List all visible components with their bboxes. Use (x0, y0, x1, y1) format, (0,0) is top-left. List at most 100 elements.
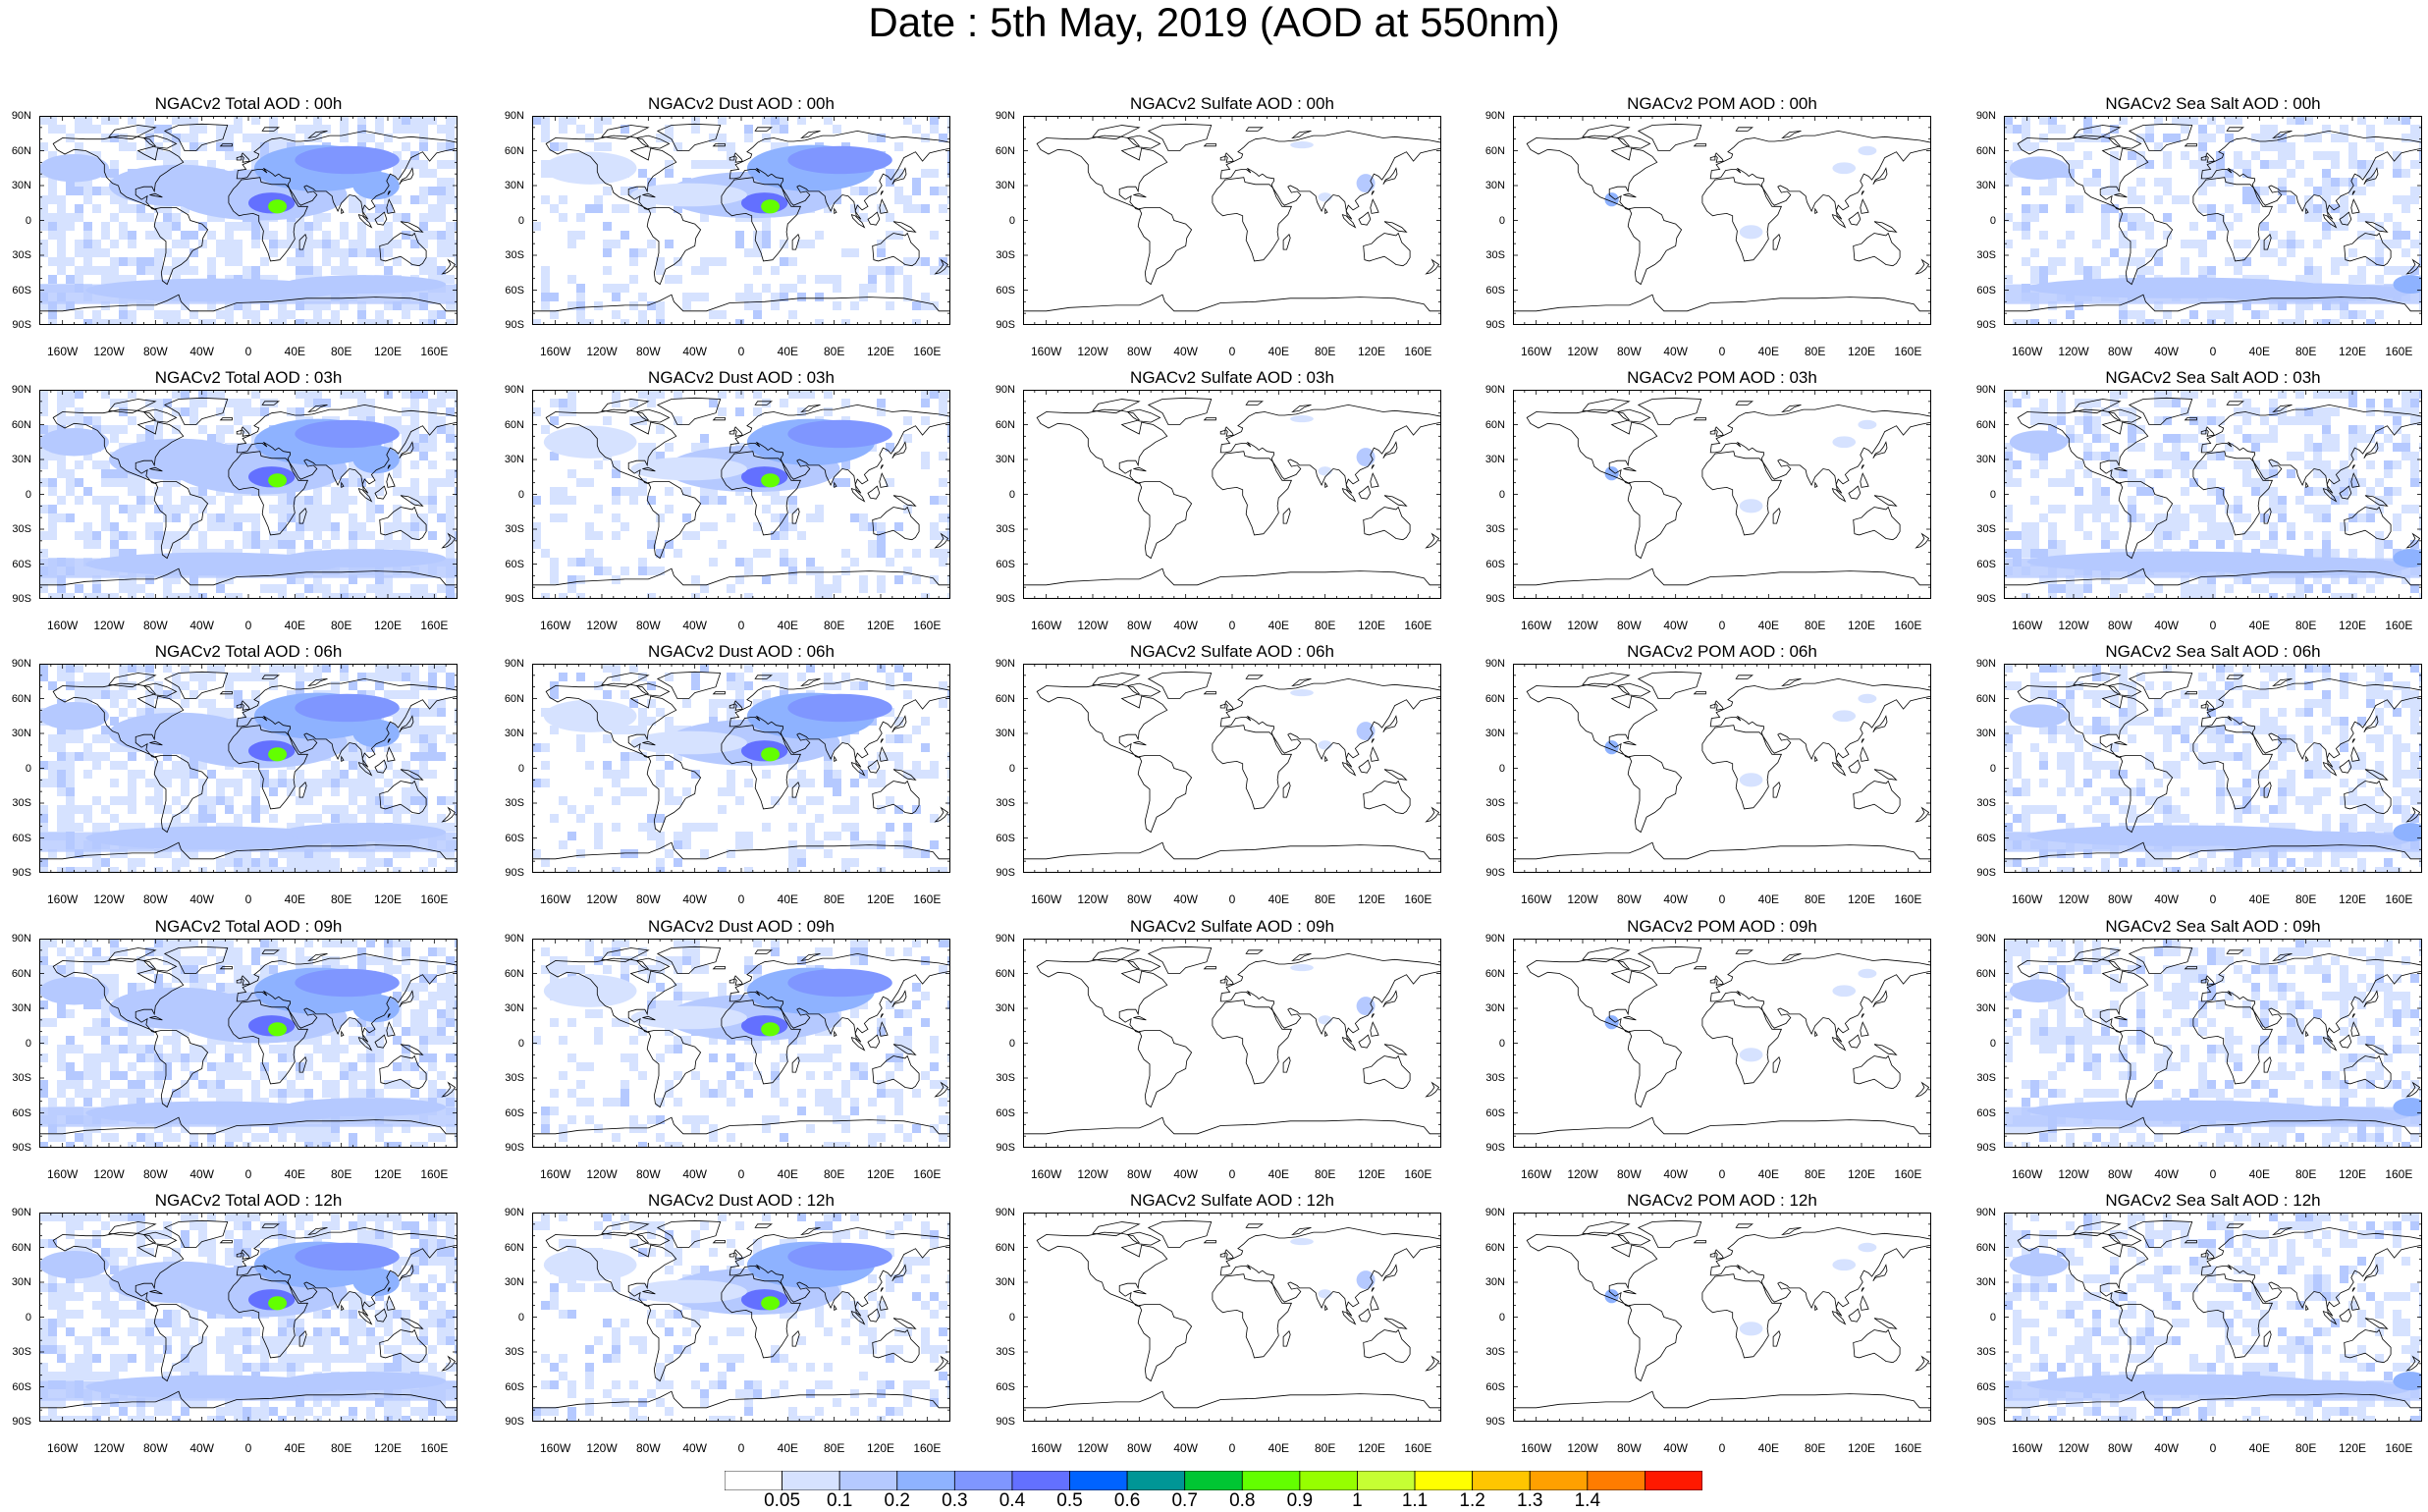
aod-cell (594, 460, 603, 469)
aod-cell (296, 531, 304, 540)
aod-cell (2278, 575, 2287, 584)
aod-cell (744, 125, 753, 134)
aod-cell (145, 425, 154, 434)
aod-cell (2110, 505, 2119, 513)
aod-cell (101, 231, 110, 240)
aod-cell (313, 213, 322, 222)
coastline-north-america (1036, 408, 1168, 485)
aod-cell (419, 169, 428, 178)
aod-cell (296, 779, 304, 787)
aod-plume (268, 473, 288, 488)
aod-cell (357, 522, 366, 531)
aod-cell (2092, 266, 2101, 275)
aod-cell (771, 531, 780, 540)
aod-cell (2110, 169, 2119, 178)
aod-cell (234, 699, 243, 708)
aod-cell (357, 673, 366, 681)
aod-cell (2022, 531, 2030, 540)
aod-cell (2322, 169, 2331, 178)
aod-cell (2304, 505, 2313, 513)
lat-label: 30N (1975, 180, 1996, 191)
aod-cell (2083, 425, 2092, 434)
coastline-madagascar (1772, 507, 1781, 524)
lat-label: 90N (1975, 384, 1996, 396)
aod-cell (2393, 169, 2401, 178)
aod-cell (2251, 487, 2260, 496)
map-plot (39, 664, 458, 873)
aod-cell (331, 505, 340, 513)
aod-cell (2110, 125, 2119, 134)
aod-cell (2322, 390, 2331, 399)
aod-cell (410, 814, 419, 823)
aod-cell (66, 761, 75, 770)
aod-cell (903, 505, 912, 513)
aod-cell (198, 319, 207, 325)
aod-cell (260, 805, 269, 814)
aod-cell (225, 248, 234, 257)
aod-cell (136, 664, 145, 673)
aod-cell (269, 240, 278, 248)
coastline-ireland (2200, 155, 2207, 161)
aod-cell (2278, 496, 2287, 505)
aod-plume (543, 425, 637, 459)
coastline-baffin (142, 408, 178, 423)
aod-cell (2172, 513, 2181, 522)
aod-cell (66, 301, 75, 310)
aod-cell (110, 134, 119, 142)
aod-cell (419, 708, 428, 717)
aod-cell (296, 231, 304, 240)
aod-cell (216, 125, 225, 134)
aod-cell (366, 513, 375, 522)
aod-cell (402, 787, 410, 796)
aod-cell (349, 522, 357, 531)
aod-cell (172, 593, 181, 599)
aod-cell (207, 708, 216, 717)
aod-cell (877, 522, 886, 531)
aod-cell (419, 390, 428, 399)
map-plot (2004, 116, 2422, 325)
aod-cell (172, 116, 181, 125)
aod-cell (612, 240, 620, 248)
aod-cell (585, 549, 594, 558)
coastline-greenland (2128, 397, 2193, 425)
aod-cell (921, 593, 930, 599)
aod-cell (198, 699, 207, 708)
aod-cell (2375, 222, 2384, 231)
aod-cell (532, 522, 541, 531)
aod-cell (419, 752, 428, 761)
aod-cell (2101, 187, 2110, 195)
aod-cell (189, 399, 198, 407)
aod-cell (340, 487, 349, 496)
aod-cell (2366, 125, 2375, 134)
aod-cell (66, 814, 75, 823)
coastline-new-zealand (1915, 532, 1930, 549)
aod-cell (620, 284, 629, 293)
aod-cell (83, 125, 92, 134)
aod-cell (428, 399, 437, 407)
aod-cell (128, 310, 136, 319)
coastline-south-america (646, 207, 702, 286)
aod-cell (629, 257, 638, 266)
aod-cell (57, 125, 66, 134)
aod-cell (243, 407, 251, 416)
aod-cell (57, 213, 66, 222)
aod-cell (912, 575, 921, 584)
aod-cell (877, 407, 886, 416)
aod-cell (894, 266, 903, 275)
aod-cell (2207, 584, 2216, 593)
aod-cell (788, 575, 797, 584)
aod-cell (410, 522, 419, 531)
aod-cell (2331, 549, 2340, 558)
aod-cell (402, 443, 410, 452)
lat-label: 60N (11, 692, 31, 705)
aod-cell (66, 222, 75, 231)
aod-cell (198, 487, 207, 496)
aod-cell (48, 452, 57, 460)
aod-cell (2198, 593, 2207, 599)
aod-cell (2154, 142, 2163, 151)
aod-cell (2366, 160, 2375, 169)
aod-cell (83, 849, 92, 858)
coastline-borneo (2339, 211, 2352, 226)
lon-label: 80W (2107, 345, 2132, 358)
aod-cell (550, 310, 559, 319)
